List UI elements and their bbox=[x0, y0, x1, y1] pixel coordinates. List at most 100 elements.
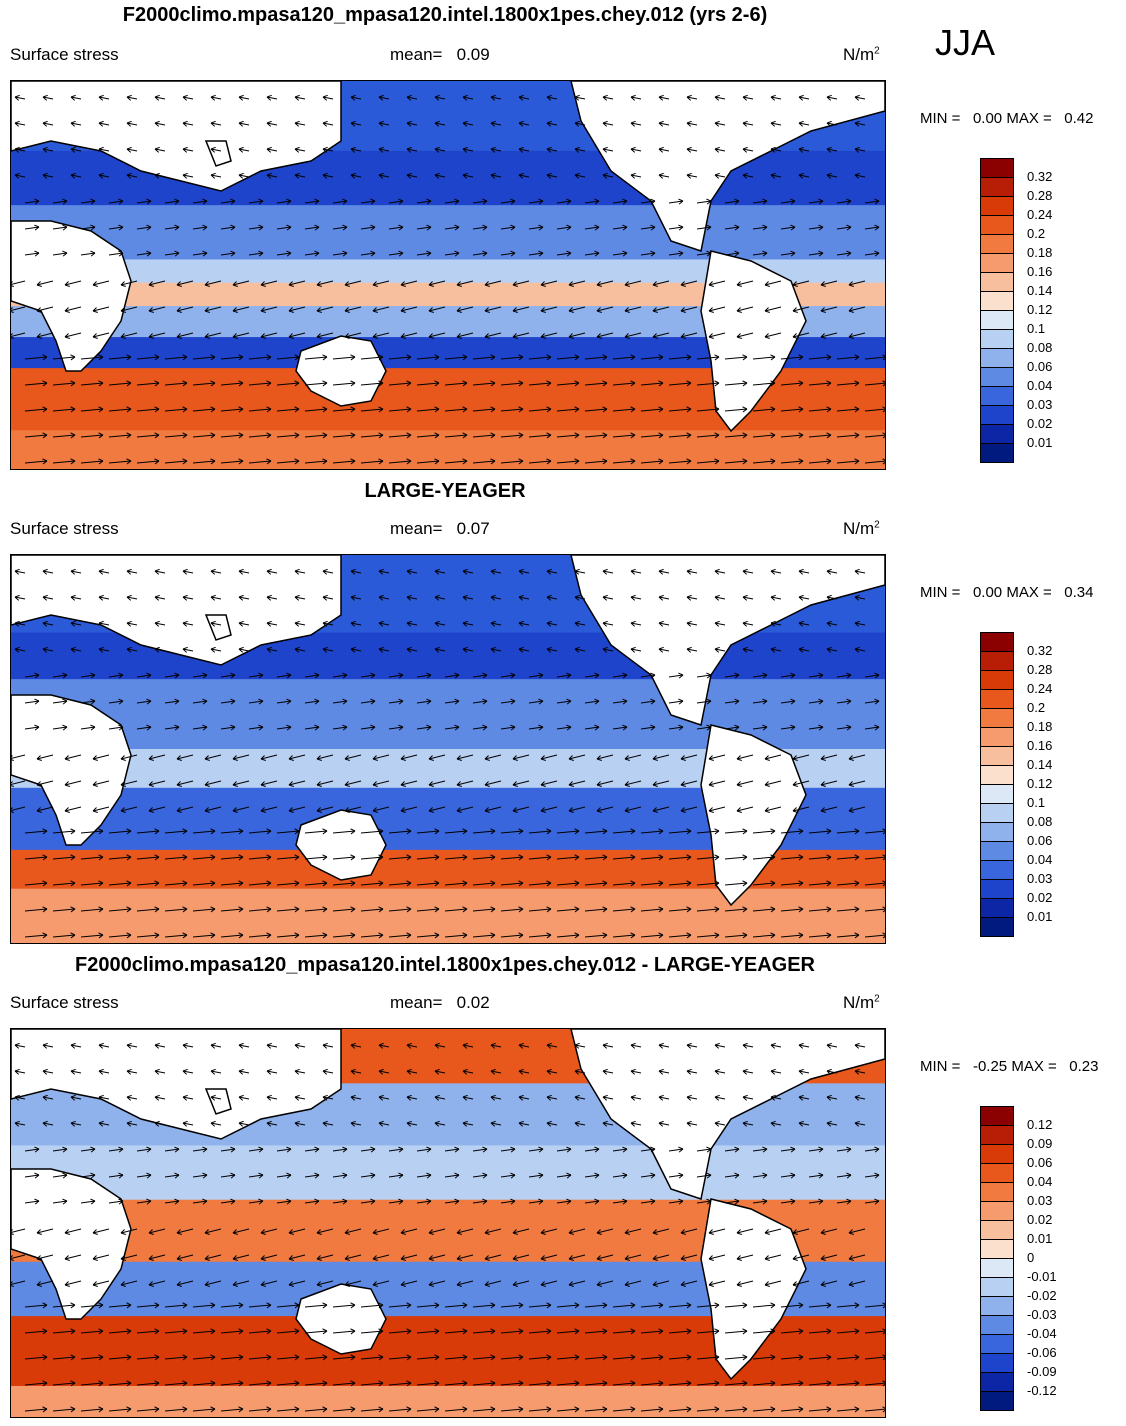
wind-vector-head bbox=[286, 1198, 292, 1205]
wind-vector bbox=[518, 174, 530, 178]
wind-vector bbox=[388, 1174, 404, 1178]
wind-vector bbox=[680, 332, 698, 338]
wind-vector-head bbox=[568, 333, 574, 339]
colorbar-label: 0.24 bbox=[1027, 207, 1053, 222]
wind-vector-head bbox=[770, 1120, 776, 1127]
wind-vector-head bbox=[238, 1094, 244, 1101]
wind-vector-head bbox=[630, 594, 636, 601]
wind-vector-head bbox=[258, 724, 264, 731]
wind-vector bbox=[612, 1330, 636, 1334]
wind-vector-head bbox=[848, 1281, 854, 1287]
wind-vector-head bbox=[708, 281, 714, 287]
wind-vector-head bbox=[322, 880, 328, 887]
colorbar-label: 0.14 bbox=[1027, 757, 1053, 772]
wind-vector bbox=[500, 1304, 524, 1308]
wind-vector bbox=[444, 934, 468, 938]
wind-vector bbox=[416, 1382, 440, 1386]
wind-vector-head bbox=[462, 94, 468, 101]
wind-vector-head bbox=[770, 1302, 776, 1309]
wind-vector bbox=[444, 356, 468, 360]
wind-vector-head bbox=[322, 1120, 328, 1127]
wind-vector-head bbox=[378, 432, 384, 439]
wind-vector-head bbox=[36, 1281, 42, 1287]
wind-vector bbox=[490, 122, 502, 126]
wind-vector bbox=[220, 252, 236, 256]
wind-vector bbox=[764, 280, 782, 286]
wind-vector bbox=[630, 1122, 642, 1126]
wind-vector bbox=[546, 1122, 558, 1126]
wind-vector-head bbox=[818, 224, 824, 231]
wind-vector bbox=[792, 1228, 810, 1234]
wind-vector-head bbox=[846, 698, 852, 705]
wind-vector-head bbox=[204, 281, 210, 287]
wind-vector-head bbox=[714, 432, 720, 439]
wind-vector bbox=[584, 382, 608, 386]
wind-vector bbox=[428, 780, 446, 786]
wind-vector-head bbox=[378, 1068, 384, 1075]
wind-vector-head bbox=[182, 1042, 188, 1049]
colorbar-swatch bbox=[980, 329, 1014, 349]
map-canvas bbox=[11, 1029, 885, 1417]
stress-band bbox=[11, 888, 885, 943]
wind-vector-head bbox=[98, 1354, 104, 1361]
wind-vector bbox=[14, 1122, 26, 1126]
wind-vector-head bbox=[120, 781, 126, 787]
wind-vector bbox=[126, 148, 138, 152]
wind-vector-head bbox=[546, 880, 552, 887]
wind-vector bbox=[232, 1254, 250, 1260]
wind-vector-head bbox=[706, 724, 712, 731]
wind-vector-head bbox=[182, 406, 188, 413]
wind-vector bbox=[556, 830, 580, 834]
wind-vector-head bbox=[400, 333, 406, 339]
wind-vector bbox=[406, 1096, 418, 1100]
wind-vector bbox=[400, 332, 418, 338]
wind-vector-head bbox=[846, 672, 852, 679]
wind-vector-head bbox=[708, 1255, 714, 1261]
wind-vector-head bbox=[258, 672, 264, 679]
wind-vector-head bbox=[148, 781, 154, 787]
wind-vector bbox=[276, 408, 300, 412]
wind-vector-head bbox=[714, 354, 720, 361]
wind-vector bbox=[322, 622, 334, 626]
wind-vector bbox=[248, 726, 264, 730]
wind-vector-head bbox=[518, 146, 524, 153]
panel-3-units: N/m2 bbox=[843, 993, 880, 1013]
wind-vector-head bbox=[266, 828, 272, 835]
wind-vector bbox=[372, 1254, 390, 1260]
wind-vector-head bbox=[350, 354, 356, 361]
colorbar-swatch bbox=[980, 879, 1014, 899]
wind-vector-head bbox=[882, 406, 885, 413]
wind-vector bbox=[708, 332, 726, 338]
wind-vector-head bbox=[826, 568, 832, 575]
wind-vector-head bbox=[406, 594, 412, 601]
wind-vector bbox=[14, 96, 26, 100]
wind-vector bbox=[98, 1122, 110, 1126]
wind-vector bbox=[714, 596, 726, 600]
wind-vector-head bbox=[202, 724, 208, 731]
wind-vector bbox=[808, 1304, 832, 1308]
wind-vector-head bbox=[42, 1328, 48, 1335]
wind-vector-head bbox=[426, 224, 432, 231]
wind-vector bbox=[70, 96, 82, 100]
wind-vector bbox=[612, 226, 628, 230]
wind-vector-head bbox=[546, 458, 552, 465]
wind-vector bbox=[266, 148, 278, 152]
wind-vector-head bbox=[826, 1302, 832, 1309]
wind-vector bbox=[232, 780, 250, 786]
wind-vectors bbox=[11, 1042, 885, 1413]
wind-vector bbox=[11, 780, 26, 786]
wind-vector-head bbox=[462, 1406, 468, 1413]
colorbar-swatch bbox=[980, 367, 1014, 387]
wind-vector-head bbox=[622, 1146, 628, 1153]
wind-vector-head bbox=[182, 120, 188, 127]
wind-vector-head bbox=[518, 1068, 524, 1075]
wind-vector-head bbox=[742, 594, 748, 601]
wind-vector-head bbox=[546, 594, 552, 601]
wind-vector-head bbox=[14, 1042, 20, 1049]
wind-vector bbox=[434, 174, 446, 178]
wind-vector bbox=[658, 1044, 670, 1048]
wind-vector-head bbox=[546, 620, 552, 627]
wind-vector-head bbox=[126, 1068, 132, 1075]
wind-vector bbox=[378, 1070, 390, 1074]
wind-vector bbox=[752, 226, 768, 230]
